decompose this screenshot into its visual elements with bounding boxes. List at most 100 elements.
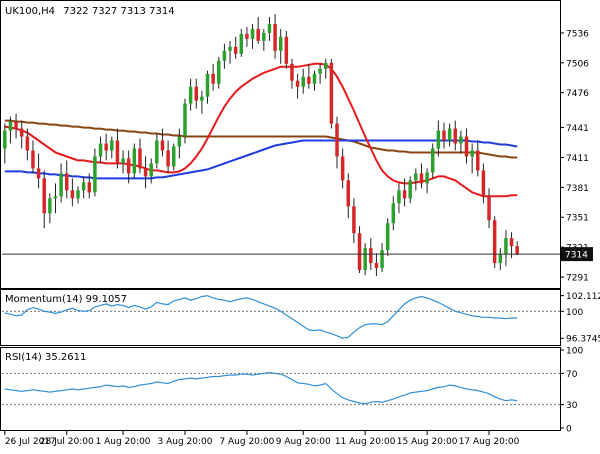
current-price-line: 7314: [2, 247, 593, 262]
candle-bull: [250, 28, 255, 39]
price-tick-label: 7506: [566, 59, 589, 69]
candle-bull: [470, 150, 474, 157]
candle-bear: [402, 190, 407, 199]
candle-bear: [419, 173, 424, 184]
candle-bear: [369, 248, 373, 264]
candle-bear: [31, 150, 35, 169]
candle-bull: [312, 73, 317, 84]
candle-bear: [492, 220, 497, 264]
momentum-panel-frame: [0, 289, 561, 346]
candle-bull: [217, 60, 221, 84]
candle-bear: [340, 156, 345, 181]
candle-bull: [408, 180, 412, 199]
candle-bear: [166, 150, 170, 167]
momentum-tick-label: 96.3745: [566, 335, 600, 345]
candle-bull: [81, 182, 86, 191]
candle-bull: [149, 163, 153, 177]
candle-bull: [380, 250, 384, 269]
price-axis: 729173217351738174117441747675067536: [560, 29, 589, 284]
candle-bull: [183, 103, 187, 137]
candle-bear: [307, 76, 311, 84]
rsi-tick-label: 0: [566, 425, 572, 435]
candle-bull: [324, 62, 328, 69]
candle-bull: [48, 198, 52, 214]
candle-bear: [115, 140, 120, 164]
candle-bull: [267, 23, 272, 33]
candle-bull: [301, 76, 305, 87]
candle-bear: [65, 173, 69, 191]
candle-bear: [19, 128, 24, 137]
candle-bear: [256, 28, 260, 41]
candle-bear: [453, 128, 457, 144]
candle-bull: [59, 173, 63, 197]
time-tick-label: 7 Aug 20:00: [219, 437, 274, 447]
time-tick-label: 3 Aug 20:00: [158, 437, 213, 447]
candle-bear: [464, 136, 469, 157]
candle-bull: [53, 196, 58, 199]
rsi-line: [4, 371, 518, 405]
candle-bull: [385, 223, 390, 251]
candle-bear: [515, 246, 519, 255]
price-panel-title: UK100,H4 7322 7327 7313 7314: [5, 6, 175, 17]
candle-bear: [143, 168, 148, 177]
candle-bear: [442, 130, 446, 141]
candle-bear: [335, 123, 339, 157]
candle-bull: [228, 46, 232, 51]
candle-bear: [284, 36, 289, 64]
symbol-timeframe: UK100,H4: [5, 6, 55, 17]
time-tick-label: 1 Aug 20:00: [96, 437, 151, 447]
rsi-line: [4, 371, 518, 405]
candle-bull: [262, 32, 266, 41]
candle-bear: [126, 158, 131, 174]
candle-bear: [87, 182, 92, 193]
current-price-tag: [561, 247, 593, 262]
candle-bull: [425, 172, 429, 184]
candle-bull: [414, 173, 418, 181]
candle-bear: [245, 33, 249, 39]
candle-bear: [70, 190, 75, 199]
candle-bull: [397, 190, 401, 204]
candle-bear: [487, 196, 491, 221]
candle-bear: [273, 23, 277, 51]
candle-bull: [3, 130, 7, 149]
candle-bear: [290, 63, 294, 81]
time-tick-label: 17 Aug 20:00: [459, 437, 520, 447]
candle-bear: [104, 143, 108, 151]
price-tick-label: 7411: [566, 154, 589, 164]
candle-bear: [25, 136, 30, 151]
candle-bull: [155, 140, 159, 164]
candle-bear: [14, 121, 18, 129]
candle-bear: [138, 148, 142, 169]
candle-bear: [509, 238, 514, 247]
rsi-level-lines: [2, 372, 560, 406]
candle-bull: [504, 238, 508, 255]
candle-bear: [36, 168, 41, 179]
candle-bull: [459, 136, 463, 144]
candle-bull: [200, 96, 204, 101]
price-tick-label: 7476: [566, 89, 589, 99]
momentum-tick-label: 100: [566, 308, 583, 318]
candle-bear: [374, 263, 379, 269]
candle-bull: [363, 248, 367, 271]
rsi-axis: 100 70 30 0: [560, 347, 583, 435]
time-tick-label: 28 Jul 20:00: [40, 437, 94, 447]
candle-bear: [233, 46, 238, 54]
candle-bear: [211, 73, 215, 84]
candle-bear: [357, 233, 362, 271]
candle-bull: [222, 50, 227, 61]
candle-bull: [121, 158, 125, 164]
rsi-label: RSI(14) 35.2611: [5, 352, 86, 363]
candle-bear: [194, 86, 198, 101]
momentum-axis: 102.1129 100 96.3745: [560, 292, 600, 345]
candle-bull: [110, 140, 114, 151]
rsi-tick-label: 70: [566, 370, 578, 380]
momentum-line: [4, 295, 518, 339]
ma-line-sma-medium: [4, 139, 518, 180]
current-price-label: 7314: [565, 251, 588, 261]
price-tick-label: 7351: [566, 214, 589, 224]
candle-bull: [498, 254, 503, 264]
candle-bull: [447, 128, 452, 141]
price-tick-label: 7381: [566, 184, 589, 194]
